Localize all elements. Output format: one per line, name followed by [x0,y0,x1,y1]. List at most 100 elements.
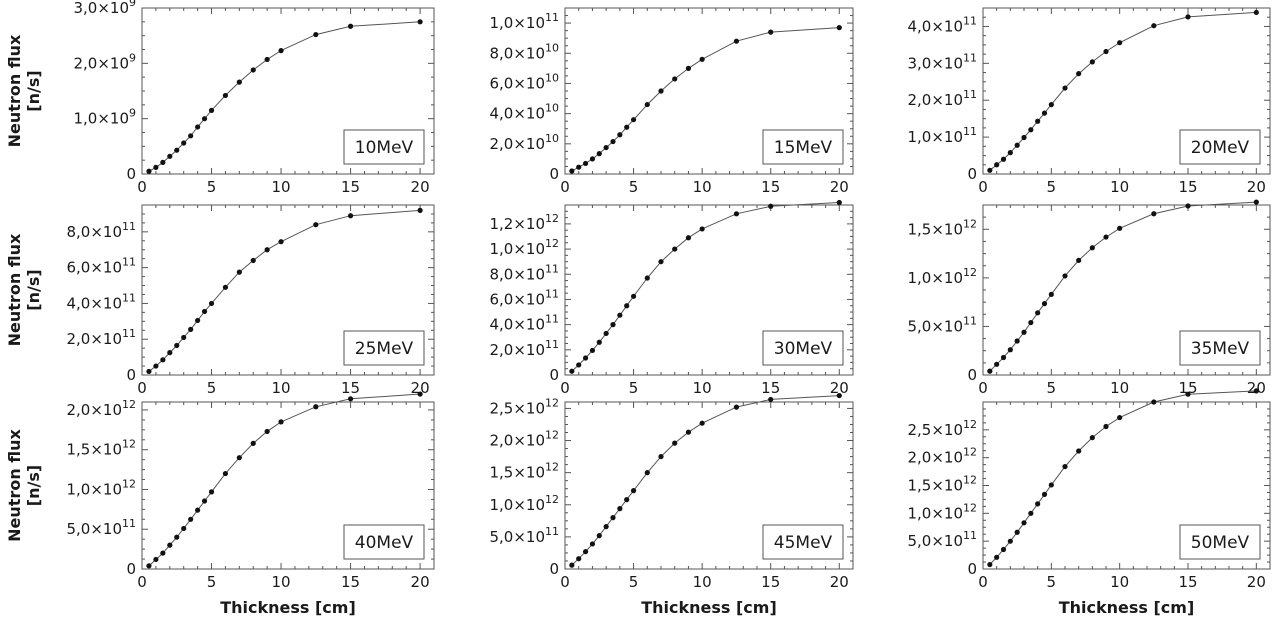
energy-label: 30MeV [774,339,833,359]
data-point [1007,347,1013,353]
data-point [699,420,705,426]
data-point [181,334,187,341]
energy-label: 10MeV [355,138,414,158]
y-tick-label: 8,0×1010 [489,41,559,62]
data-point [836,25,842,31]
data-point [195,507,201,513]
y-tick-label: 2,0×1011 [489,338,559,359]
data-point [264,247,270,253]
data-point [153,164,159,170]
x-tick-label: 5 [207,178,217,196]
y-tick-label: 1,0×1012 [489,493,559,514]
data-point [1021,520,1027,526]
data-point [1014,529,1020,535]
x-tick-label: 20 [830,178,849,196]
data-point [768,203,774,209]
energy-legend-box [1179,524,1261,560]
data-point [733,211,740,217]
x-tick-label: 15 [1178,178,1197,196]
data-point [1185,203,1191,209]
panel-25MeV: 0 5 10 15 20 0 2,0×1011 4,0×1011 6,0×1011 8,0×101… [5,204,435,397]
panel-35MeV: 0 5 10 15 20 0 5,0×1011 1,0×1012 1,5×1012 35MeV [907,199,1271,397]
y-tick-label: 2,0×1010 [489,132,559,153]
y-tick-label: 1,5×1012 [489,461,559,482]
data-point [222,92,229,99]
data-point [208,107,215,113]
data-point [1062,273,1068,279]
data-point [630,488,637,494]
y-tick-label: 1,0×1012 [907,266,977,287]
data-point [201,498,208,504]
y-tick-label: 1,0×1012 [907,501,977,522]
data-point [644,101,650,108]
y-tick-label: 0 [549,560,559,578]
panel-30MeV: 0 5 10 15 20 0 2,0×1011 4,0×1011 6,0×1011 8,0×101… [489,199,854,397]
y-tick-label: 4,0×1011 [66,291,136,312]
data-point [685,235,692,241]
panel-20MeV: 0 5 10 15 20 0 1,0×1011 2,0×1011 3,0×1011 4,0×101… [907,7,1271,196]
x-tick-label: 5 [1047,178,1057,196]
y-tick-label: 0 [967,560,977,578]
data-point [658,453,664,460]
x-tick-label: 0 [137,379,147,397]
x-tick-label: 10 [1110,379,1129,397]
data-point [222,284,229,290]
x-tick-label: 15 [761,178,780,196]
data-point [188,133,194,139]
data-point [630,293,637,299]
data-point [596,533,602,539]
data-point [1151,399,1157,405]
y-tick-label: 1,5×1012 [66,438,136,459]
panel-10MeV: 0 5 10 15 20 0 1,0×109 2,0×109 3,0×109 10MeV Neutr… [5,0,435,196]
x-tick-label: 20 [411,379,430,397]
data-point [347,23,354,29]
y-tick-label: 2,0×1012 [66,398,136,419]
x-tick-label: 10 [693,178,712,196]
data-point [768,396,774,403]
data-point [596,151,602,157]
x-tick-label: 10 [1110,573,1129,591]
x-tick-label: 10 [272,573,291,591]
data-point [1185,14,1191,20]
data-point [1000,354,1007,361]
data-point [417,207,423,213]
data-point [250,440,256,446]
data-point [1103,423,1109,430]
data-point [153,556,159,563]
x-axis-title: Thickness [cm] [220,598,356,617]
data-point [836,199,842,206]
x-tick-label: 0 [137,573,147,591]
data-point [188,326,194,332]
data-point [167,350,173,356]
data-point [658,259,664,265]
y-axis-title: Neutron flux[n/s] [5,428,43,541]
y-tick-label: 2,0×1011 [907,88,977,109]
y-tick-label: 1,2×1012 [489,212,559,233]
data-point [644,470,650,476]
x-tick-label: 15 [761,573,780,591]
y-tick-label: 1,0×1011 [907,125,977,146]
y-tick-label: 6,0×1011 [489,287,559,308]
x-tick-label: 15 [1178,573,1197,591]
data-point [167,542,173,548]
data-point [1103,234,1109,240]
data-point [987,561,993,568]
data-point [1028,510,1034,516]
data-point [836,392,842,399]
data-point [610,515,616,521]
data-point [1035,501,1041,507]
panel-45MeV: 0 5 10 15 20 0 5,0×1011 1,0×1012 1,5×1012 2,0×101… [489,392,854,617]
data-point [264,428,270,435]
y-tick-label: 1,5×1012 [907,474,977,495]
panel-50MeV: 0 5 10 15 20 0 5,0×1011 1,0×1012 1,5×1012 2,0×101… [907,388,1271,617]
data-point [1028,319,1034,326]
energy-legend-box [762,129,844,165]
data-point [610,138,616,145]
data-point [1041,110,1048,116]
data-point [181,140,187,146]
data-point [994,162,1000,168]
y-tick-label: 8,0×1011 [489,262,559,283]
x-tick-label: 15 [1178,379,1197,397]
data-point [201,308,208,315]
